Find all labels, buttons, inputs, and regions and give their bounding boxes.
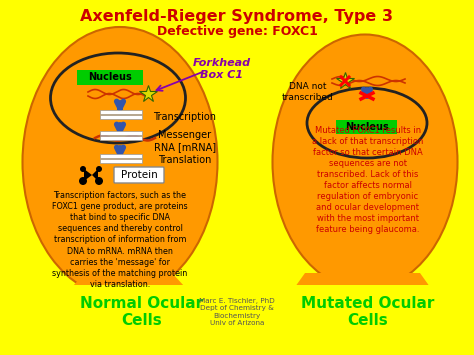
Text: Transcription: Transcription — [154, 112, 217, 122]
Ellipse shape — [273, 34, 457, 289]
Polygon shape — [84, 169, 92, 181]
Text: Forkhead
Box C1: Forkhead Box C1 — [193, 58, 251, 80]
Text: Axenfeld-Rieger Syndrome, Type 3: Axenfeld-Rieger Syndrome, Type 3 — [81, 10, 393, 24]
Text: Normal Ocular
Cells: Normal Ocular Cells — [81, 296, 203, 328]
Text: Messenger
RNA [mRNA]: Messenger RNA [mRNA] — [154, 130, 216, 152]
FancyBboxPatch shape — [100, 154, 142, 158]
Text: Mutated FOXC1 results in
a lack of that transcription
factor so that certain DNA: Mutated FOXC1 results in a lack of that … — [312, 126, 424, 234]
Text: Mutated Ocular
Cells: Mutated Ocular Cells — [301, 296, 435, 328]
Polygon shape — [295, 273, 430, 287]
Text: Nucleus: Nucleus — [88, 72, 132, 82]
Polygon shape — [72, 273, 185, 287]
Text: Transcription factors, such as the
FOXC1 gene product, are proteins
that bind to: Transcription factors, such as the FOXC1… — [52, 191, 188, 289]
FancyBboxPatch shape — [100, 159, 142, 163]
FancyBboxPatch shape — [78, 70, 144, 84]
Text: Protein: Protein — [120, 170, 157, 180]
FancyBboxPatch shape — [100, 110, 142, 114]
FancyBboxPatch shape — [100, 136, 142, 140]
Polygon shape — [92, 169, 98, 181]
FancyBboxPatch shape — [100, 115, 142, 119]
FancyBboxPatch shape — [114, 167, 164, 183]
Text: Defective gene: FOXC1: Defective gene: FOXC1 — [156, 24, 318, 38]
Text: Marc E. Tischler, PhD
Dept of Chemistry &
Biochemistry
Univ of Arizona: Marc E. Tischler, PhD Dept of Chemistry … — [199, 298, 275, 326]
Circle shape — [96, 166, 102, 172]
Circle shape — [80, 166, 86, 172]
FancyBboxPatch shape — [55, 285, 230, 343]
FancyBboxPatch shape — [100, 131, 142, 135]
Text: Nucleus: Nucleus — [345, 122, 389, 132]
FancyBboxPatch shape — [337, 120, 398, 133]
FancyBboxPatch shape — [280, 285, 455, 343]
Text: Translation: Translation — [158, 155, 212, 165]
Circle shape — [79, 177, 87, 185]
Ellipse shape — [22, 27, 218, 297]
Circle shape — [95, 177, 103, 185]
Text: DNA not
transcribed: DNA not transcribed — [282, 82, 334, 102]
